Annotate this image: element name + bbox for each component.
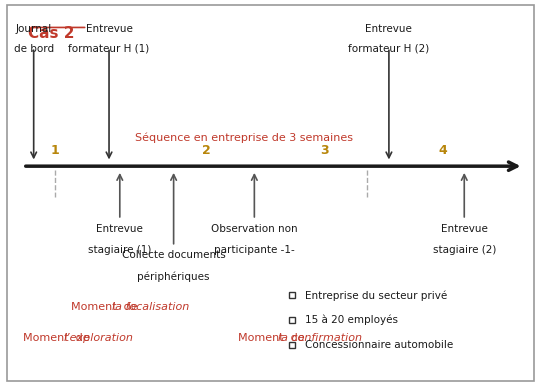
Text: Entreprise du secteur privé: Entreprise du secteur privé: [306, 290, 448, 301]
Text: Collecte documents: Collecte documents: [122, 251, 226, 261]
Text: de bord: de bord: [14, 44, 54, 54]
Text: Entrevue: Entrevue: [366, 24, 412, 34]
Text: stagiaire (2): stagiaire (2): [433, 245, 496, 255]
Text: participante -1-: participante -1-: [214, 245, 295, 255]
Text: formateur H (1): formateur H (1): [68, 44, 150, 54]
Text: Entrevue: Entrevue: [85, 24, 133, 34]
Text: stagiaire (1): stagiaire (1): [88, 245, 151, 255]
Text: 4: 4: [438, 144, 447, 157]
Text: Concessionnaire automobile: Concessionnaire automobile: [306, 340, 454, 350]
Text: Moment  de: Moment de: [238, 333, 308, 343]
Text: la focalisation: la focalisation: [111, 302, 189, 312]
Text: périphériques: périphériques: [137, 272, 210, 282]
Text: 3: 3: [320, 144, 328, 157]
Text: Séquence en entreprise de 3 semaines: Séquence en entreprise de 3 semaines: [135, 132, 353, 143]
Text: Journal: Journal: [16, 24, 52, 34]
FancyBboxPatch shape: [7, 5, 534, 381]
Text: Cas 2: Cas 2: [28, 26, 75, 41]
Text: l’exploration: l’exploration: [63, 333, 133, 343]
Text: 2: 2: [202, 144, 210, 157]
Text: 1: 1: [51, 144, 60, 157]
Text: Observation non: Observation non: [211, 223, 298, 234]
Text: formateur H (2): formateur H (2): [348, 44, 430, 54]
Text: Entrevue: Entrevue: [441, 223, 487, 234]
Text: la confirmation: la confirmation: [279, 333, 362, 343]
Text: Moment  de: Moment de: [71, 302, 142, 312]
Text: 15 à 20 employés: 15 à 20 employés: [306, 315, 399, 325]
Text: Moment  de: Moment de: [23, 333, 93, 343]
Text: Entrevue: Entrevue: [96, 223, 143, 234]
